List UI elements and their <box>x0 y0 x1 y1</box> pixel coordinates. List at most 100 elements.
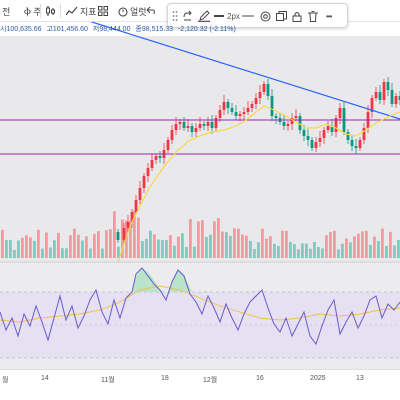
volume-bar <box>201 220 204 258</box>
volume-bar <box>393 245 396 258</box>
candle-body <box>330 126 334 132</box>
volume-bar <box>381 228 384 258</box>
alert-label: 얼럿 <box>130 6 147 17</box>
volume-bar <box>221 231 224 258</box>
grid-icon[interactable] <box>98 3 108 19</box>
drag-icon[interactable] <box>172 9 178 23</box>
volume-bar <box>77 234 80 258</box>
candle-body <box>318 138 322 142</box>
candle-body <box>334 118 338 132</box>
more-label: ••• <box>326 11 332 21</box>
volume-bar <box>5 240 8 258</box>
volume-bar <box>81 240 84 258</box>
volume-bar <box>189 218 192 258</box>
toolbar-divider <box>40 4 41 18</box>
volume-bar <box>1 229 4 258</box>
line-width-label: 2px <box>227 11 240 21</box>
volume-bar <box>277 245 280 258</box>
candle-body <box>126 222 130 228</box>
volume-bar <box>285 230 288 258</box>
trend-line[interactable] <box>59 11 400 120</box>
volume-bar <box>337 249 340 258</box>
trash-icon[interactable] <box>308 9 318 23</box>
undo-icon[interactable] <box>145 3 155 19</box>
volume-bar <box>329 231 332 258</box>
candle-body <box>382 82 386 100</box>
candle-body <box>238 114 242 116</box>
volume-bar <box>313 241 316 258</box>
volume-bar <box>125 220 128 258</box>
line-width-button[interactable]: 2px <box>214 9 240 23</box>
alert-button[interactable]: 얼럿 <box>118 3 147 19</box>
volume-bar <box>21 237 24 258</box>
volume-bar <box>9 239 12 258</box>
ohlc-legend: 시100,635.66 고101,456.60 저98,444.00 종98,5… <box>0 24 239 36</box>
indicator-button[interactable]: 지표 <box>66 3 97 19</box>
volume-bar <box>261 228 264 258</box>
candle-body <box>326 126 330 130</box>
volume-bar <box>289 241 292 258</box>
volume-bar <box>373 236 376 258</box>
main-pane-background <box>0 36 400 262</box>
candle-body <box>190 126 194 132</box>
pencil-icon[interactable] <box>198 9 210 23</box>
volume-bar <box>97 231 100 258</box>
volume-bar <box>193 246 196 258</box>
volume-bar <box>117 246 120 258</box>
toolbar-item-2-label: Ⲫ 주 <box>24 6 42 17</box>
copy-icon[interactable] <box>276 9 287 23</box>
volume-bar <box>249 240 252 258</box>
candle-body <box>370 98 374 112</box>
candle-body <box>386 82 390 90</box>
volume-bar <box>53 240 56 258</box>
volume-bar <box>257 242 260 258</box>
lock-icon[interactable] <box>292 9 302 23</box>
volume-bar <box>85 236 88 258</box>
volume-bar <box>297 249 300 258</box>
volume-bar <box>57 232 60 258</box>
candle-body <box>218 110 222 118</box>
volume-bar <box>13 249 16 258</box>
volume-bar <box>69 235 72 258</box>
candle-body <box>302 130 306 136</box>
candle-body <box>194 128 198 132</box>
time-axis-label: 11월 <box>101 377 115 384</box>
candle-body <box>214 118 218 128</box>
ohlc-change: -2,120.32 (-2.11%) <box>177 26 236 33</box>
volume-bar <box>29 237 32 258</box>
volume-bar <box>349 242 352 258</box>
more-icon[interactable]: ••• <box>326 9 332 23</box>
volume-bar <box>333 230 336 258</box>
candle-body <box>150 160 154 168</box>
candle-body <box>122 228 126 240</box>
volume-bar <box>93 233 96 258</box>
volume-bar <box>309 248 312 258</box>
volume-bar <box>65 248 68 258</box>
redo-icon[interactable] <box>182 9 193 23</box>
line-style-button[interactable] <box>242 9 254 23</box>
volume-bar <box>321 248 324 258</box>
bar-chart-icon[interactable] <box>46 3 56 19</box>
volume-bar <box>365 230 368 258</box>
candle-body <box>250 104 254 108</box>
time-axis[interactable]: 월 14 11월 18 12월 16 2025 13 <box>0 369 400 400</box>
candle-body <box>286 124 290 126</box>
volume-bar <box>369 244 372 258</box>
volume-bar <box>233 228 236 258</box>
volume-bar <box>173 245 176 258</box>
time-axis-label: 12월 <box>203 377 218 384</box>
candle-body <box>222 102 226 110</box>
candle-body <box>142 176 146 188</box>
volume-bar <box>229 235 232 258</box>
volume-bar <box>273 243 276 258</box>
toolbar-item-1[interactable]: 전 <box>2 3 10 19</box>
toolbar-item-2[interactable]: Ⲫ 주 <box>24 3 42 19</box>
candle-body <box>254 98 258 104</box>
indicator-icon <box>66 6 78 16</box>
target-icon[interactable] <box>260 9 271 23</box>
candle-body <box>178 122 182 124</box>
candle-body <box>374 92 378 98</box>
time-axis-label: 18 <box>161 375 169 382</box>
volume-bar <box>145 238 148 258</box>
